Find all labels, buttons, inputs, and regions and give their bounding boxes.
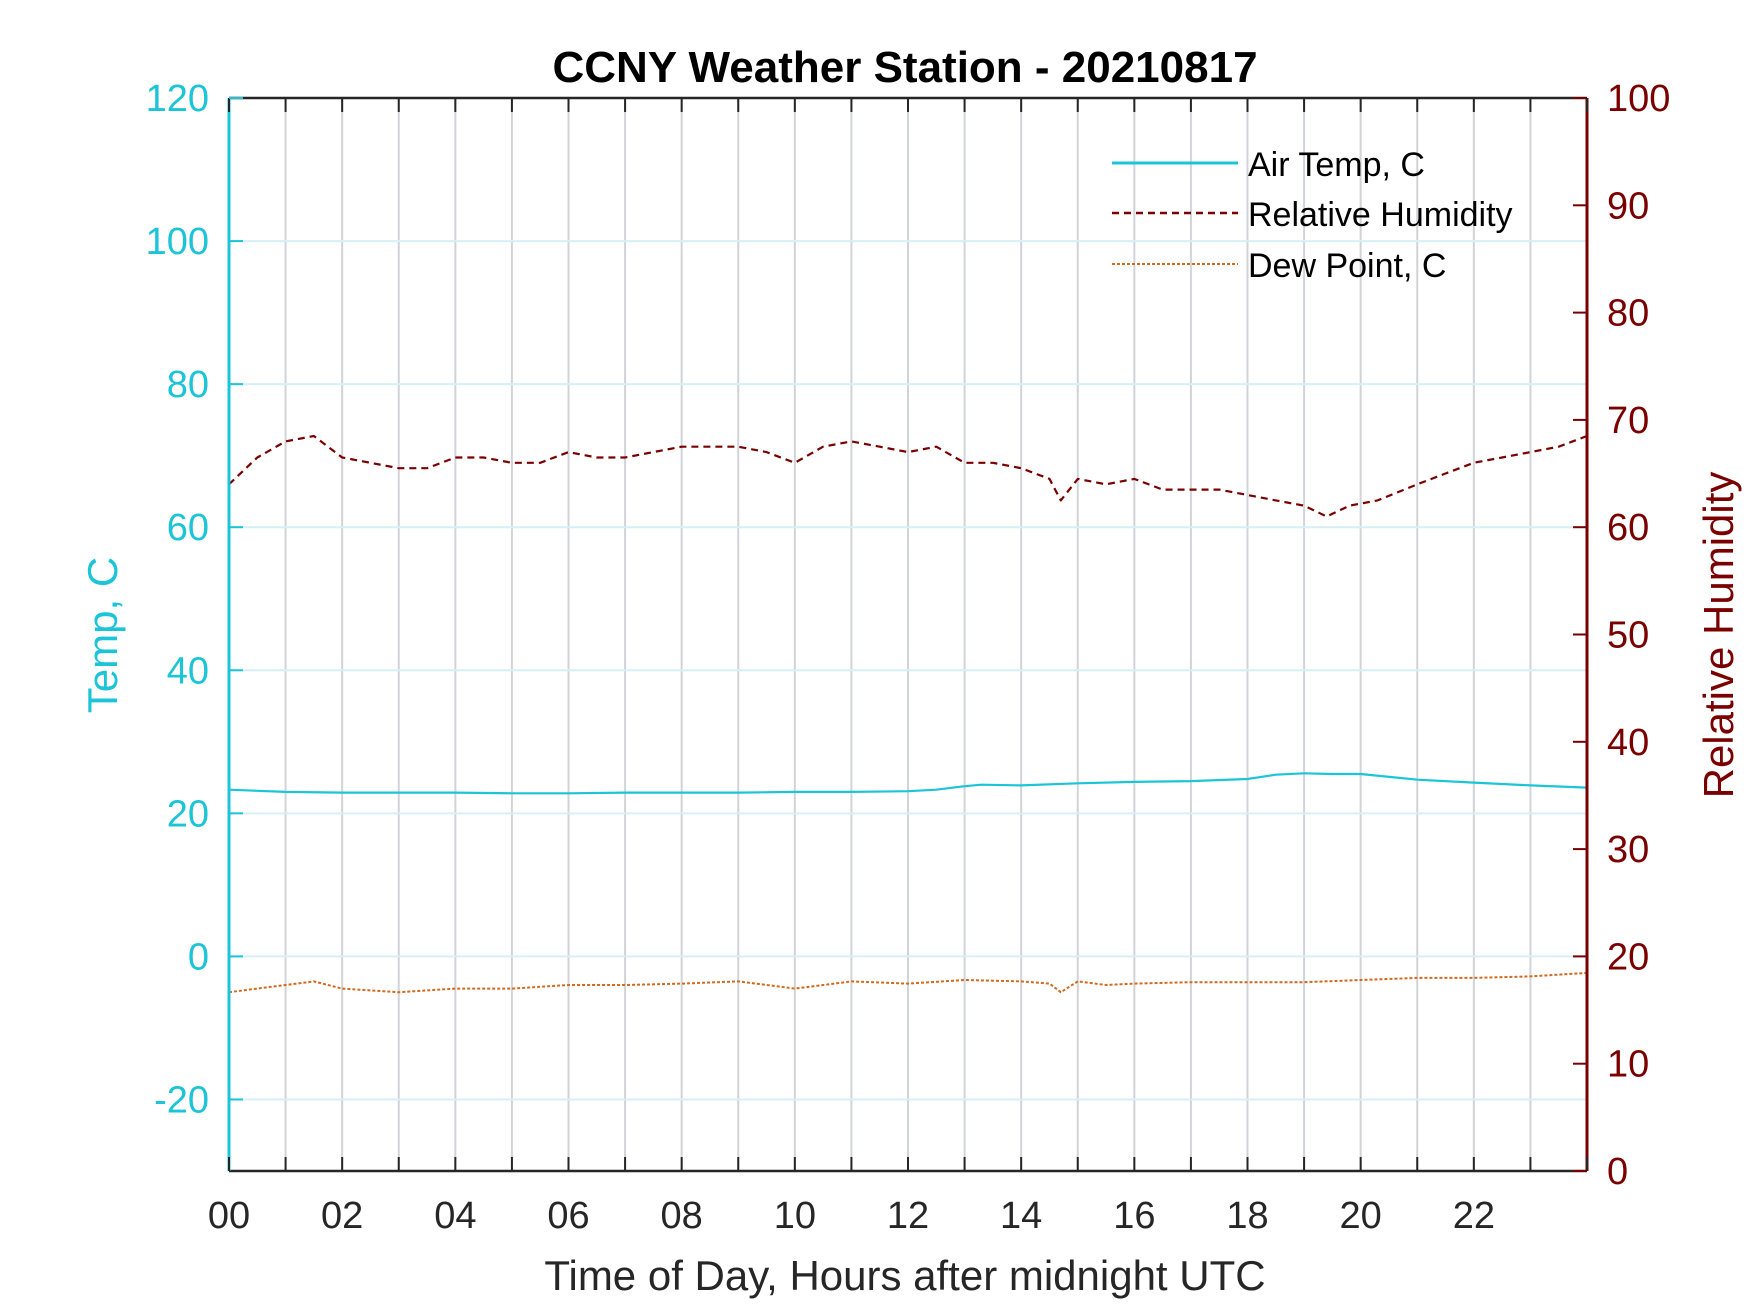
x-tick-label: 10 <box>774 1195 816 1237</box>
y-left-tick-label: 40 <box>167 650 209 692</box>
legend-label-air-temp: Air Temp, C <box>1248 146 1425 184</box>
y-axis-right-label: Relative Humidity <box>1695 472 1742 799</box>
y-left-tick-label: 20 <box>167 793 209 835</box>
x-tick-label: 04 <box>434 1195 476 1237</box>
grid <box>229 98 1587 1171</box>
series-line-relative-humidity <box>228 434 1588 518</box>
y-right-tick-label: 90 <box>1607 185 1649 227</box>
y-right-tick-label: 70 <box>1607 400 1649 442</box>
x-tick-label: 14 <box>1000 1195 1042 1237</box>
y-right-tick-label: 20 <box>1607 936 1649 978</box>
y-right-tick-label: 10 <box>1607 1044 1649 1086</box>
y-right-tick-label: 80 <box>1607 293 1649 335</box>
x-tick-label: 18 <box>1226 1195 1268 1237</box>
y-left-tick-label: 120 <box>146 78 209 120</box>
y-right-tick-label: 50 <box>1607 615 1649 657</box>
y-right-tick-label: 100 <box>1607 78 1670 120</box>
series-line-air-temp-c <box>228 772 1588 795</box>
y-right-tick-label: 40 <box>1607 722 1649 764</box>
x-tick-label: 12 <box>887 1195 929 1237</box>
chart-title: CCNY Weather Station - 20210817 <box>552 43 1257 92</box>
plot-series <box>228 434 1588 994</box>
x-tick-label: 02 <box>321 1195 363 1237</box>
y-right-tick-label: 60 <box>1607 507 1649 549</box>
legend-label-dew-point: Dew Point, C <box>1248 247 1446 285</box>
x-tick-label: 20 <box>1340 1195 1382 1237</box>
y-left-tick-label: -20 <box>154 1079 209 1121</box>
x-tick-label: 08 <box>661 1195 703 1237</box>
x-tick-label: 00 <box>208 1195 250 1237</box>
legend: Air Temp, C Relative Humidity Dew Point,… <box>1112 146 1513 285</box>
x-tick-label: 22 <box>1453 1195 1495 1237</box>
x-tick-label: 16 <box>1113 1195 1155 1237</box>
axes <box>227 96 1589 1173</box>
y-axis-left-label: Temp, C <box>79 557 126 713</box>
y-left-tick-label: 80 <box>167 364 209 406</box>
legend-label-relative-humidity: Relative Humidity <box>1248 196 1513 234</box>
x-axis-label: Time of Day, Hours after midnight UTC <box>544 1252 1265 1299</box>
y-left-tick-label: 0 <box>188 936 209 978</box>
tick-labels: 00 02 04 06 08 10 12 14 16 18 20 22-200204060801001… <box>146 78 1671 1237</box>
y-right-tick-label: 30 <box>1607 829 1649 871</box>
y-left-tick-label: 100 <box>146 221 209 263</box>
y-right-tick-label: 0 <box>1607 1151 1628 1193</box>
x-tick-label: 06 <box>547 1195 589 1237</box>
y-left-tick-label: 60 <box>167 507 209 549</box>
